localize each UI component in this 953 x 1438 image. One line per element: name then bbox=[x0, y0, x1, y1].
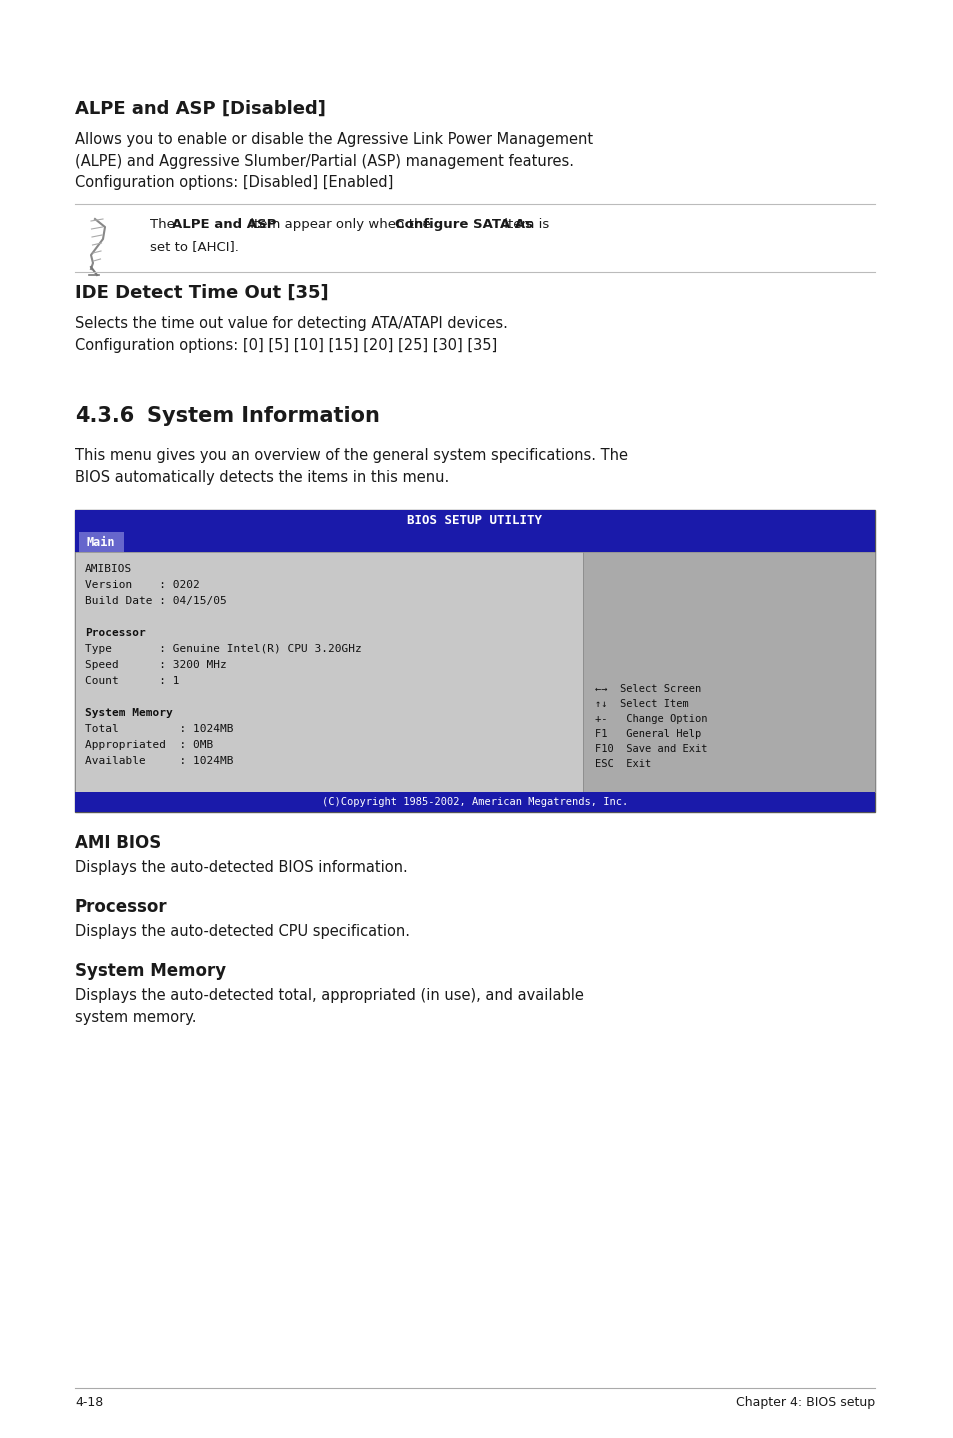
Bar bbox=[75, 792, 874, 812]
Text: Processor: Processor bbox=[75, 897, 168, 916]
Text: F10  Save and Exit: F10 Save and Exit bbox=[595, 743, 707, 754]
Text: Type       : Genuine Intel(R) CPU 3.20GHz: Type : Genuine Intel(R) CPU 3.20GHz bbox=[85, 644, 361, 654]
Text: ←→  Select Screen: ←→ Select Screen bbox=[595, 684, 700, 695]
Text: Displays the auto-detected BIOS information.: Displays the auto-detected BIOS informat… bbox=[75, 860, 407, 874]
Text: Version    : 0202: Version : 0202 bbox=[85, 580, 199, 590]
Text: Available     : 1024MB: Available : 1024MB bbox=[85, 756, 233, 766]
Text: ↑↓  Select Item: ↑↓ Select Item bbox=[595, 699, 688, 709]
Bar bbox=[75, 510, 874, 532]
Text: Speed      : 3200 MHz: Speed : 3200 MHz bbox=[85, 660, 227, 670]
Bar bbox=[75, 510, 874, 812]
Text: AMIBIOS: AMIBIOS bbox=[85, 564, 132, 574]
Text: Count      : 1: Count : 1 bbox=[85, 676, 179, 686]
Text: The: The bbox=[150, 219, 179, 232]
Text: Displays the auto-detected total, appropriated (in use), and available
system me: Displays the auto-detected total, approp… bbox=[75, 988, 583, 1025]
Bar bbox=[79, 532, 124, 552]
Text: AMI BIOS: AMI BIOS bbox=[75, 834, 161, 851]
Text: Chapter 4: BIOS setup: Chapter 4: BIOS setup bbox=[735, 1396, 874, 1409]
Text: Main: Main bbox=[87, 535, 115, 548]
Text: Allows you to enable or disable the Agressive Link Power Management
(ALPE) and A: Allows you to enable or disable the Agre… bbox=[75, 132, 593, 190]
Text: 4.3.6: 4.3.6 bbox=[75, 406, 134, 426]
Text: (C)Copyright 1985-2002, American Megatrends, Inc.: (C)Copyright 1985-2002, American Megatre… bbox=[321, 797, 627, 807]
Text: Total         : 1024MB: Total : 1024MB bbox=[85, 723, 233, 733]
Text: Configure SATA As: Configure SATA As bbox=[395, 219, 533, 232]
Text: Selects the time out value for detecting ATA/ATAPI devices.
Configuration option: Selects the time out value for detecting… bbox=[75, 316, 507, 352]
Text: IDE Detect Time Out [35]: IDE Detect Time Out [35] bbox=[75, 283, 328, 302]
Text: Appropriated  : 0MB: Appropriated : 0MB bbox=[85, 741, 213, 751]
Text: F1   General Help: F1 General Help bbox=[595, 729, 700, 739]
Text: +-   Change Option: +- Change Option bbox=[595, 715, 707, 723]
Text: System Information: System Information bbox=[147, 406, 379, 426]
Text: 4-18: 4-18 bbox=[75, 1396, 103, 1409]
Text: System Memory: System Memory bbox=[75, 962, 226, 981]
Text: System Memory: System Memory bbox=[85, 707, 172, 718]
Bar bbox=[75, 552, 582, 792]
Text: ESC  Exit: ESC Exit bbox=[595, 759, 651, 769]
Text: ALPE and ASP [Disabled]: ALPE and ASP [Disabled] bbox=[75, 101, 326, 118]
Text: item is: item is bbox=[499, 219, 549, 232]
Text: This menu gives you an overview of the general system specifications. The
BIOS a: This menu gives you an overview of the g… bbox=[75, 449, 627, 485]
Text: Processor: Processor bbox=[85, 628, 146, 638]
Text: set to [AHCI].: set to [AHCI]. bbox=[150, 240, 238, 253]
Text: ALPE and ASP: ALPE and ASP bbox=[172, 219, 276, 232]
Bar bbox=[75, 532, 874, 552]
Text: BIOS SETUP UTILITY: BIOS SETUP UTILITY bbox=[407, 515, 542, 528]
Text: Displays the auto-detected CPU specification.: Displays the auto-detected CPU specifica… bbox=[75, 925, 410, 939]
Bar bbox=[582, 552, 874, 792]
Text: Build Date : 04/15/05: Build Date : 04/15/05 bbox=[85, 595, 227, 605]
Text: item appear only when the: item appear only when the bbox=[246, 219, 435, 232]
